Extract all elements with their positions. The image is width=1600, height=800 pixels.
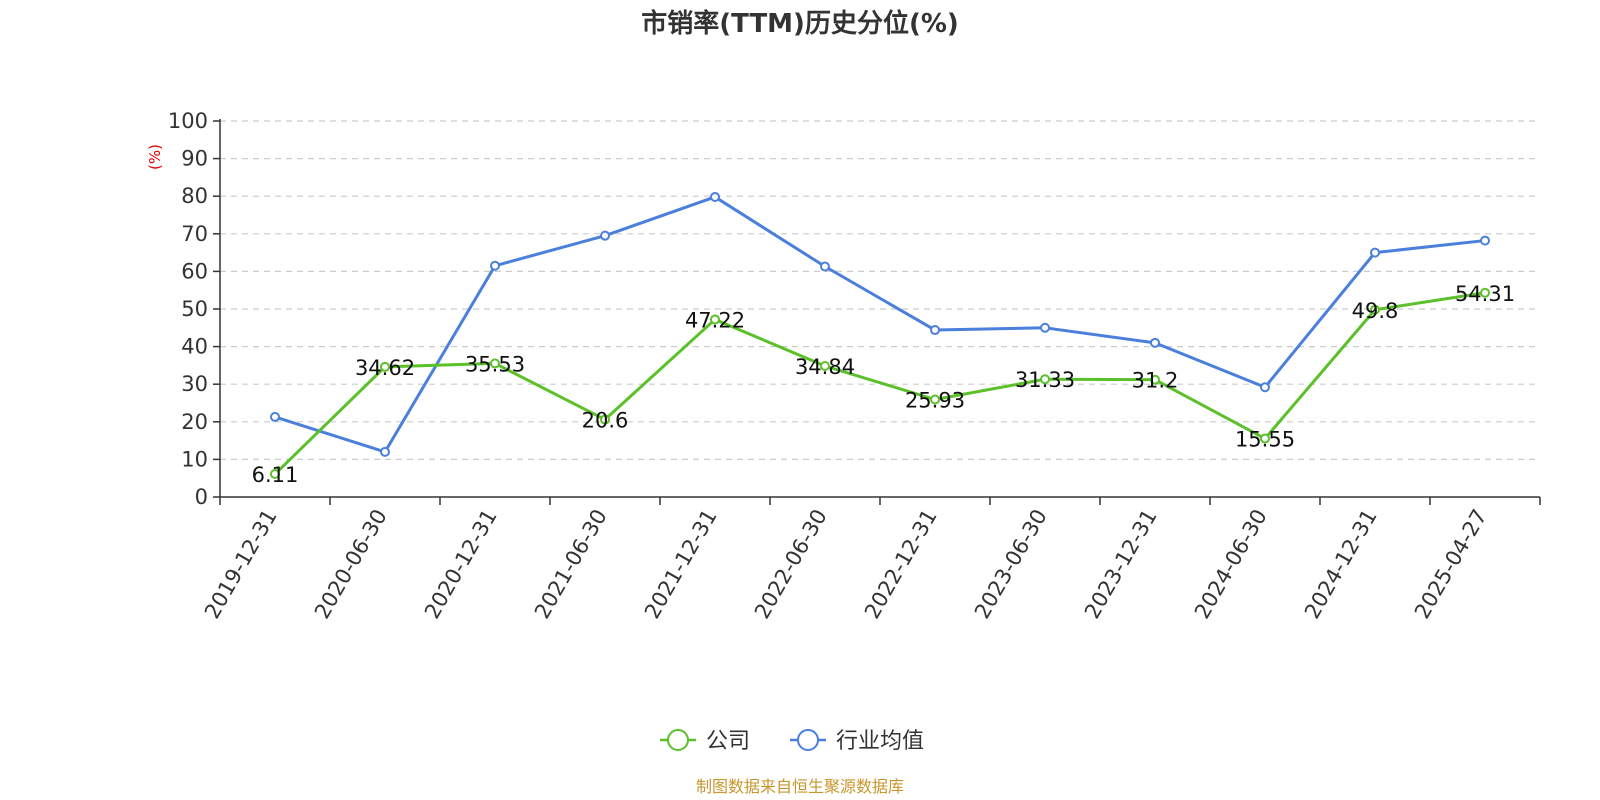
y-tick-label: 20 bbox=[181, 410, 208, 434]
series-layer bbox=[270, 191, 1490, 480]
data-point[interactable] bbox=[930, 394, 940, 405]
data-label: 15.55 bbox=[1235, 428, 1295, 452]
y-tick-label: 90 bbox=[181, 147, 208, 171]
x-tick-label: 2024-12-31 bbox=[1300, 505, 1382, 623]
data-label: 31.33 bbox=[1015, 368, 1075, 392]
data-point[interactable] bbox=[1480, 235, 1490, 246]
x-tick-label: 2023-06-30 bbox=[970, 505, 1052, 623]
legend-label: 行业均值 bbox=[836, 729, 924, 754]
y-tick-label: 0 bbox=[195, 485, 208, 509]
data-point[interactable] bbox=[1370, 247, 1380, 258]
data-point[interactable] bbox=[710, 191, 720, 202]
data-point[interactable] bbox=[820, 261, 830, 272]
legend-label: 公司 bbox=[706, 729, 750, 754]
x-tick-label: 2021-06-30 bbox=[530, 505, 612, 623]
legend-marker bbox=[667, 729, 689, 751]
data-source-note: 制图数据来自恒生聚源数据库 bbox=[696, 777, 904, 796]
data-point[interactable] bbox=[600, 414, 610, 425]
x-tick-label: 2020-06-30 bbox=[310, 505, 392, 623]
y-tick-label: 70 bbox=[181, 222, 208, 246]
y-tick-label: 100 bbox=[168, 109, 208, 133]
data-point[interactable] bbox=[1150, 374, 1160, 385]
data-point[interactable] bbox=[1040, 374, 1050, 385]
legend-marker bbox=[797, 729, 819, 751]
data-point[interactable] bbox=[1260, 382, 1270, 393]
data-point[interactable] bbox=[490, 260, 500, 271]
data-label: 34.62 bbox=[355, 356, 415, 380]
x-tick-label: 2023-12-31 bbox=[1080, 505, 1162, 623]
x-tick-label: 2024-06-30 bbox=[1190, 505, 1272, 623]
x-tick-label: 2025-04-27 bbox=[1410, 505, 1492, 623]
legend-item-0[interactable]: 公司 bbox=[660, 729, 750, 754]
data-point[interactable] bbox=[270, 411, 280, 422]
data-point[interactable] bbox=[1150, 337, 1160, 348]
data-point[interactable] bbox=[1040, 322, 1050, 333]
data-point[interactable] bbox=[490, 358, 500, 369]
data-label: 20.6 bbox=[582, 409, 629, 433]
x-tick-label: 2019-12-31 bbox=[200, 505, 282, 623]
x-tick-label: 2021-12-31 bbox=[640, 505, 722, 623]
data-label: 54.31 bbox=[1455, 282, 1515, 306]
data-point[interactable] bbox=[600, 230, 610, 241]
data-point[interactable] bbox=[380, 446, 390, 457]
data-labels: 6.11 34.62 35.53 20.6 47.22 34.84 25.93 31.33 31… bbox=[252, 282, 1515, 487]
data-point[interactable] bbox=[380, 361, 390, 372]
legend: 公司 行业均值 bbox=[660, 729, 924, 754]
data-point[interactable] bbox=[930, 325, 940, 336]
x-tick-label: 2022-06-30 bbox=[750, 505, 832, 623]
data-label: 49.8 bbox=[1352, 299, 1399, 323]
chart-title: 市销率(TTM)历史分位(%) bbox=[641, 8, 959, 39]
data-label: 25.93 bbox=[905, 389, 965, 413]
x-tick-label: 2020-12-31 bbox=[420, 505, 502, 623]
data-label: 6.11 bbox=[252, 463, 299, 487]
data-point[interactable] bbox=[270, 469, 280, 480]
y-axis-unit: (%) bbox=[146, 144, 164, 170]
y-tick-label: 10 bbox=[181, 447, 208, 471]
y-tick-label: 60 bbox=[181, 259, 208, 283]
legend-item-1[interactable]: 行业均值 bbox=[790, 729, 924, 754]
data-point[interactable] bbox=[1480, 287, 1490, 298]
data-point[interactable] bbox=[820, 361, 830, 372]
x-tick-label: 2022-12-31 bbox=[860, 505, 942, 623]
data-point[interactable] bbox=[1260, 433, 1270, 444]
y-tick-label: 30 bbox=[181, 372, 208, 396]
grid-lines bbox=[220, 120, 1540, 460]
series-line-1 bbox=[274, 195, 1486, 454]
data-label: 31.2 bbox=[1132, 369, 1179, 393]
data-point[interactable] bbox=[710, 314, 720, 325]
y-tick-label: 80 bbox=[181, 184, 208, 208]
data-label: 35.53 bbox=[465, 352, 525, 376]
data-point[interactable] bbox=[1370, 304, 1380, 315]
series-line-0 bbox=[273, 291, 1486, 476]
data-label: 34.84 bbox=[795, 355, 855, 379]
data-label: 47.22 bbox=[685, 308, 745, 332]
y-tick-label: 40 bbox=[181, 335, 208, 359]
y-tick-label: 50 bbox=[181, 297, 208, 321]
